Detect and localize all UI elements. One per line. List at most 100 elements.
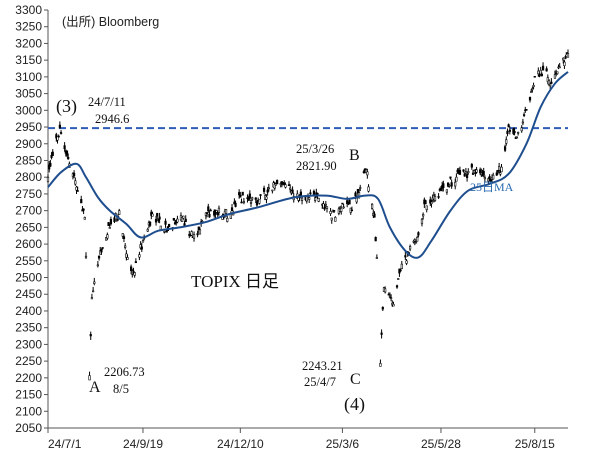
annotation-a-value: 2206.73 [104, 365, 145, 379]
candle-body [259, 194, 262, 196]
candle-body [300, 197, 304, 201]
candle-body [488, 176, 491, 181]
x-tick-label: 25/3/6 [326, 437, 360, 451]
candle-body [399, 269, 402, 272]
annotation-a: A [89, 379, 101, 396]
candle-body [197, 226, 200, 231]
candle-body [324, 203, 327, 206]
candle-body [96, 264, 99, 267]
candle-body [138, 254, 141, 258]
x-tick-label: 24/7/1 [48, 437, 82, 451]
candle-body [439, 188, 443, 191]
y-tick-label: 3150 [15, 53, 42, 67]
candle-body [82, 208, 85, 211]
candle-body [520, 127, 523, 132]
candle-body [507, 124, 510, 128]
candle-body [463, 173, 466, 177]
candle-body [115, 219, 118, 221]
candle-body [80, 199, 83, 204]
candle-body [274, 183, 278, 186]
y-tick-label: 3100 [15, 70, 42, 84]
candle-body [549, 83, 552, 87]
candle-body [167, 223, 171, 228]
candle-body [106, 234, 109, 239]
candle-body [556, 71, 559, 75]
candle-body [255, 201, 259, 206]
candle-body [539, 69, 542, 75]
candle-body [266, 189, 269, 193]
candle-body [499, 172, 502, 175]
candle-body [500, 166, 503, 173]
candle-body [46, 176, 50, 183]
candle-body [50, 154, 53, 158]
annotation-c: C [350, 371, 361, 388]
candle-body [48, 164, 51, 170]
y-tick-label: 3050 [15, 87, 42, 101]
candle-body [395, 285, 399, 288]
candle-body [508, 129, 511, 132]
chart-axes: 2050 2100 2150 2200 2250 2300 2350 2400 2450 2500… [15, 3, 568, 451]
candle-body [265, 196, 268, 200]
candle-body [533, 75, 536, 78]
candle-body [409, 246, 412, 250]
candle-body [122, 236, 126, 240]
candles-group [46, 49, 570, 381]
annotation-3: (3) [56, 96, 77, 117]
candle-body [109, 219, 113, 225]
candle-body [458, 169, 462, 175]
candle-body [163, 231, 166, 233]
candle-body [101, 247, 104, 249]
candle-body [448, 185, 451, 187]
candle-body [384, 288, 387, 293]
candle-body [530, 91, 533, 93]
candle-body [140, 246, 143, 250]
candle-body [388, 295, 392, 298]
y-tick-label: 2200 [15, 371, 42, 385]
candle-body [118, 210, 121, 215]
candle-body [226, 217, 229, 222]
candle-body [404, 255, 407, 258]
candle-body [416, 237, 419, 242]
candle-body [192, 234, 196, 239]
candle-body [108, 227, 111, 229]
candle-body [291, 189, 294, 194]
candle-body [196, 233, 199, 236]
x-tick-label: 25/5/28 [421, 437, 461, 451]
candle-body [532, 85, 535, 88]
candle-body [462, 169, 465, 172]
candle-body [234, 202, 237, 207]
candle-body [249, 202, 253, 204]
y-tick-label: 2550 [15, 254, 42, 268]
candle-body [273, 183, 276, 189]
candle-body [239, 194, 242, 198]
candle-body [156, 213, 159, 217]
candle-body [73, 172, 76, 177]
candle-body [433, 196, 437, 201]
candle-body [445, 189, 449, 193]
y-tick-label: 2350 [15, 321, 42, 335]
candle-body [258, 199, 261, 204]
chart-title: TOPIX 日足 [191, 272, 279, 291]
candle-body [550, 81, 553, 84]
candle-body [540, 73, 543, 77]
candle-body [430, 201, 433, 205]
candle-body [75, 186, 78, 191]
candle-body [309, 192, 312, 195]
annotation-c-date: 25/4/7 [304, 375, 336, 389]
candle-body [483, 177, 486, 180]
candle-body [362, 171, 365, 174]
candle-body [564, 56, 567, 59]
candle-body [176, 218, 179, 223]
candle-body [126, 257, 129, 260]
candle-body [317, 197, 320, 202]
y-tick-label: 2800 [15, 170, 42, 184]
candle-body [437, 196, 440, 198]
ma-25d-line [47, 71, 569, 259]
candle-body [262, 187, 266, 192]
candle-body [141, 240, 145, 243]
candle-body [541, 65, 545, 71]
x-tick-label: 25/8/15 [515, 437, 555, 451]
candle-body [125, 253, 128, 258]
candle-body [241, 191, 244, 196]
y-tick-label: 3300 [15, 3, 42, 17]
